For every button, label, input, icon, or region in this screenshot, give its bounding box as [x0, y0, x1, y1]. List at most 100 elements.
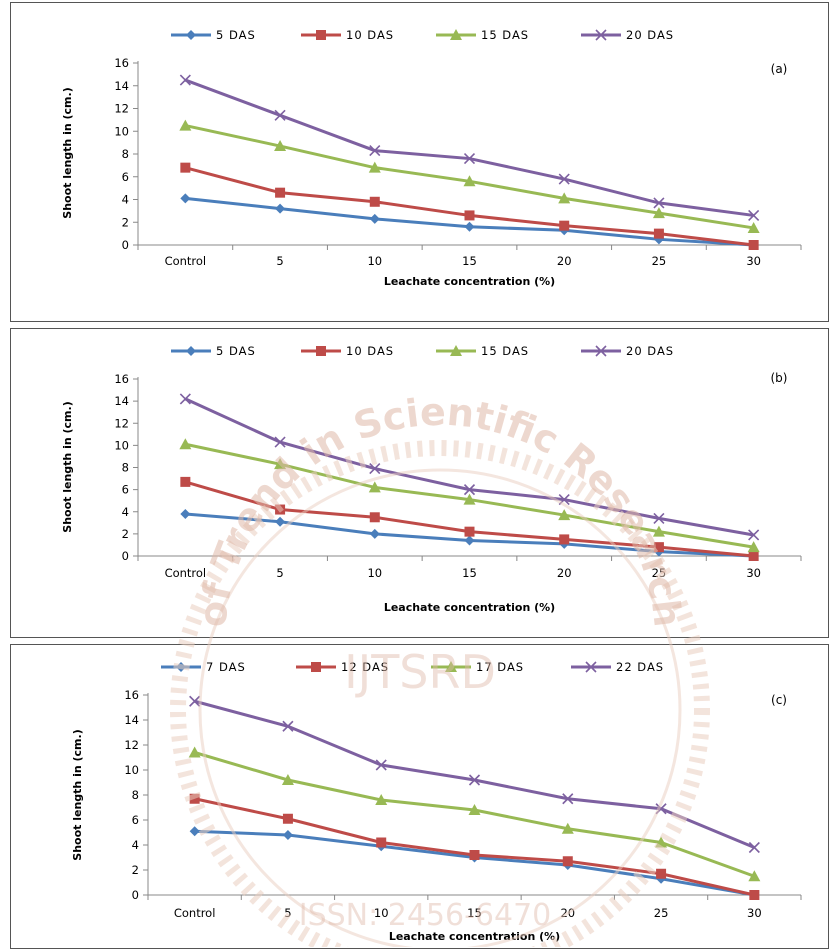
data-point — [747, 221, 760, 233]
chart-panel-b: 0 2 4 6 8 10 12 14 16 Control 5 10 15 20 25 30 Leachate … — [10, 328, 829, 638]
data-point — [747, 541, 760, 553]
y-tick-label: 12 — [114, 416, 129, 430]
legend-marker — [186, 30, 196, 40]
x-tick-label: 30 — [746, 254, 761, 268]
y-tick-label: 4 — [122, 193, 129, 207]
data-point — [368, 161, 381, 173]
y-tick-label: 12 — [124, 738, 139, 752]
chart-b-svg: 0 2 4 6 8 10 12 14 16 Control 5 10 15 20 25 30 Leachate … — [61, 344, 802, 614]
x-tick-label: 5 — [276, 566, 283, 580]
x-tick-label: 25 — [652, 566, 667, 580]
legend-label: 20 DAS — [626, 28, 674, 42]
data-point — [275, 187, 286, 198]
data-point — [275, 516, 286, 527]
y-tick-label: 6 — [132, 813, 139, 827]
legend-marker — [450, 29, 462, 40]
data-point — [562, 856, 573, 867]
data-point — [369, 196, 380, 207]
y-tick-label: 10 — [124, 763, 139, 777]
y-tick-label: 8 — [132, 788, 139, 802]
y-tick-label: 10 — [114, 124, 129, 138]
y-tick-label: 8 — [122, 147, 129, 161]
x-tick-label: 20 — [557, 566, 572, 580]
panel-label: (a) — [771, 62, 788, 76]
y-tick-label: 14 — [114, 79, 129, 93]
legend-label: 20 DAS — [626, 344, 674, 358]
data-point — [748, 870, 761, 882]
x-tick-label: 20 — [557, 254, 572, 268]
data-point — [464, 535, 475, 546]
x-tick-label: 15 — [462, 254, 477, 268]
y-tick-label: 16 — [124, 688, 139, 702]
data-point — [558, 192, 571, 204]
data-point — [653, 542, 664, 553]
y-axis-title: Shoot length in (cm.) — [71, 729, 84, 860]
data-point — [653, 197, 665, 209]
data-point — [748, 529, 760, 541]
x-tick-label: 10 — [374, 906, 389, 920]
data-point — [180, 162, 191, 173]
data-point — [464, 221, 475, 232]
x-tick-label: Control — [174, 906, 216, 920]
legend-label: 15 DAS — [481, 344, 529, 358]
data-point — [464, 210, 475, 221]
data-point — [376, 837, 387, 848]
series-4 — [189, 695, 760, 854]
series-line — [184, 78, 754, 217]
x-axis-title: Leachate concentration (%) — [389, 930, 560, 943]
data-point — [369, 145, 381, 157]
x-tick-label: 25 — [652, 254, 667, 268]
data-point — [274, 140, 287, 152]
y-tick-label: 10 — [114, 438, 129, 452]
series-1 — [180, 193, 759, 250]
data-point — [179, 393, 191, 405]
data-point — [469, 850, 480, 860]
series-line — [184, 397, 754, 537]
x-tick-label: Control — [165, 566, 207, 580]
data-point — [282, 830, 293, 840]
y-tick-label: 14 — [124, 713, 139, 727]
x-tick-label: 10 — [367, 566, 382, 580]
y-axis-title: Shoot length in (cm.) — [61, 87, 74, 218]
chart-panel-a: 0 2 4 6 8 10 12 14 16 Control 5 10 15 20 25 30 Leachate … — [10, 2, 829, 322]
data-point — [189, 826, 200, 837]
series-3 — [179, 119, 760, 233]
panel-label: (c) — [771, 693, 787, 707]
panel-label: (b) — [771, 371, 788, 385]
legend-label: 10 DAS — [346, 28, 394, 42]
x-axis-title: Leachate concentration (%) — [384, 601, 555, 614]
data-point — [180, 193, 191, 204]
x-tick-label: 5 — [284, 906, 291, 920]
y-tick-label: 14 — [114, 394, 129, 408]
x-tick-label: 10 — [367, 254, 382, 268]
y-tick-label: 0 — [122, 238, 129, 252]
chart-a-svg: 0 2 4 6 8 10 12 14 16 Control 5 10 15 20 25 30 Leachate … — [61, 28, 802, 288]
legend-marker — [311, 662, 321, 672]
legend-label: 22 DAS — [616, 660, 664, 674]
y-tick-label: 2 — [122, 527, 129, 541]
legend-label: 10 DAS — [346, 344, 394, 358]
data-point — [274, 109, 286, 121]
y-tick-label: 2 — [132, 863, 139, 877]
data-point — [275, 203, 286, 214]
series-1 — [189, 826, 760, 900]
x-axis-title: Leachate concentration (%) — [384, 275, 555, 288]
legend-label: 15 DAS — [481, 28, 529, 42]
data-point — [749, 890, 760, 900]
data-point — [282, 813, 293, 824]
data-point — [180, 508, 191, 519]
data-point — [369, 213, 380, 224]
legend-label: 5 DAS — [216, 344, 256, 358]
x-tick-label: 15 — [462, 566, 477, 580]
series-2 — [180, 162, 759, 250]
x-tick-label: 5 — [276, 254, 283, 268]
data-point — [748, 841, 760, 854]
data-point — [653, 228, 664, 239]
y-tick-label: 16 — [114, 372, 129, 386]
y-tick-label: 0 — [132, 888, 139, 902]
data-point — [179, 119, 192, 131]
data-point — [558, 173, 570, 185]
y-tick-label: 6 — [122, 170, 129, 184]
data-point — [189, 793, 200, 804]
data-point — [369, 528, 380, 539]
